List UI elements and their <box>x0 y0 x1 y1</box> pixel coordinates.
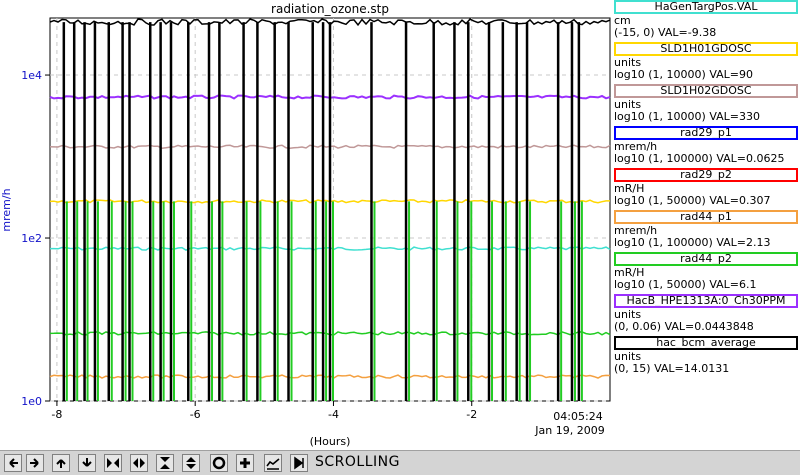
legend-range: (0, 15) VAL=14.0131 <box>614 362 730 375</box>
legend-unit: mrem/h <box>614 140 658 153</box>
strip-chart[interactable]: radiation_ozone.stp -8 -6 -4 -2 1e0 1e2 1e4 mr… <box>0 0 612 450</box>
circle-icon <box>212 456 226 470</box>
chart-title: radiation_ozone.stp <box>271 2 389 16</box>
x-tick-label: -4 <box>328 408 339 421</box>
legend-series-name[interactable]: SLD1H01GDOSC <box>614 42 798 56</box>
legend-unit: mR/H <box>614 266 645 279</box>
arrow-down-icon <box>82 458 92 467</box>
legend-range: log10 (1, 50000) VAL=6.1 <box>614 278 757 291</box>
legend-series-name[interactable]: SLD1H02GDOSC <box>614 84 798 98</box>
scroll-status-label: SCROLLING <box>315 454 400 470</box>
plus-icon <box>240 458 250 468</box>
legend-series-name[interactable]: hac_bcm_average <box>614 336 798 350</box>
legend-series-name[interactable]: rad44_p2 <box>614 252 798 266</box>
chart-icon <box>266 458 280 470</box>
zoom-y-in-icon <box>160 457 170 469</box>
legend-range: (-15, 0) VAL=-9.38 <box>614 26 717 39</box>
legend-unit: units <box>614 350 642 363</box>
y-axis-label: mrem/h <box>0 188 13 231</box>
arrow-left-icon <box>9 458 18 468</box>
legend-range: (0, 0.06) VAL=0.0443848 <box>614 320 754 333</box>
reset-button[interactable] <box>210 454 228 472</box>
legend-unit: mR/H <box>614 182 645 195</box>
toolbar: SCROLLING <box>0 450 800 475</box>
legend-unit: cm <box>614 14 631 27</box>
legend-panel: HaGenTargPos.VAL cm (-15, 0) VAL=-9.38 SLD1… <box>612 0 800 385</box>
legend-range: log10 (1, 100000) VAL=2.13 <box>614 236 771 249</box>
legend-series-name[interactable]: rad29_p2 <box>614 168 798 182</box>
x-tick-label: -2 <box>466 408 477 421</box>
legend-series-name[interactable]: HaGenTargPos.VAL <box>614 0 798 14</box>
chart-mode-button[interactable] <box>264 454 282 472</box>
arrow-right-icon <box>30 458 39 468</box>
zoom-y-out-icon <box>186 457 196 469</box>
zoom-x-out-icon <box>133 458 145 468</box>
legend-range: log10 (1, 10000) VAL=90 <box>614 68 754 81</box>
scroll-mode-button[interactable] <box>290 454 308 472</box>
zoom-y-in-button[interactable] <box>156 454 174 472</box>
scroll-up-button[interactable] <box>52 454 70 472</box>
legend-unit: units <box>614 56 642 69</box>
zoom-x-in-icon <box>107 458 119 468</box>
add-button[interactable] <box>236 454 254 472</box>
legend-unit: units <box>614 98 642 111</box>
scroll-right-button[interactable] <box>26 454 44 472</box>
axis-layer: -8 -6 -4 -2 1e0 1e2 1e4 <box>21 69 477 421</box>
zoom-x-out-button[interactable] <box>130 454 148 472</box>
legend-series-name[interactable]: rad44_p1 <box>614 210 798 224</box>
legend-unit: mrem/h <box>614 224 658 237</box>
y-tick-label: 1e4 <box>21 69 42 82</box>
x-axis-label: (Hours) <box>310 435 351 448</box>
legend-range: log10 (1, 50000) VAL=0.307 <box>614 194 771 207</box>
y-tick-label: 1e2 <box>21 232 42 245</box>
legend-range: log10 (1, 10000) VAL=330 <box>614 110 761 123</box>
timestamp-time: 04:05:24 <box>553 410 602 423</box>
legend-series-name[interactable]: HacB_HPE1313A:0_Ch30PPM <box>614 294 798 308</box>
series-layer <box>49 18 611 401</box>
scroll-down-button[interactable] <box>78 454 96 472</box>
zoom-x-in-button[interactable] <box>104 454 122 472</box>
x-tick-label: -8 <box>51 408 62 421</box>
zoom-y-out-button[interactable] <box>182 454 200 472</box>
scroll-left-button[interactable] <box>4 454 22 472</box>
legend-range: log10 (1, 100000) VAL=0.0625 <box>614 152 785 165</box>
timestamp-date: Jan 19, 2009 <box>534 424 604 437</box>
x-tick-label: -6 <box>190 408 201 421</box>
scroll-end-icon <box>294 456 304 470</box>
legend-series-name[interactable]: rad29_p1 <box>614 126 798 140</box>
arrow-up-icon <box>56 459 66 468</box>
y-tick-label: 1e0 <box>21 395 42 408</box>
legend-unit: units <box>614 308 642 321</box>
